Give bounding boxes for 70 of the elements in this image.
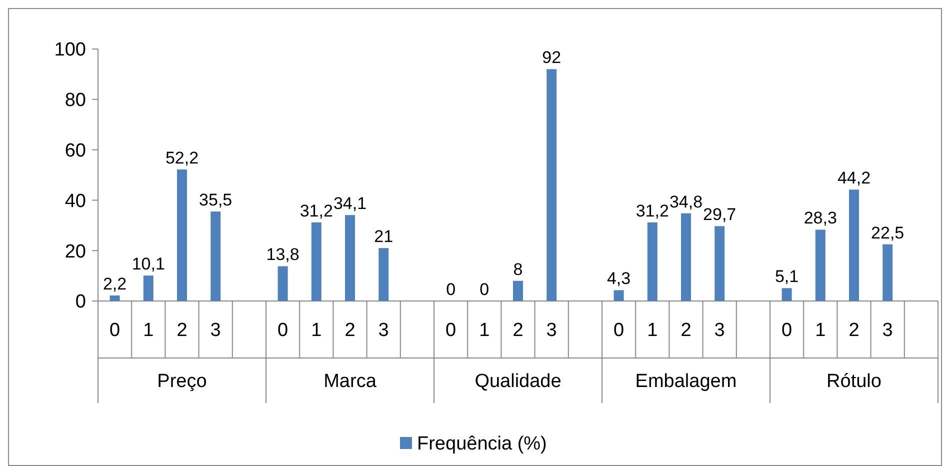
bar	[143, 276, 154, 301]
text: Embalagem	[635, 371, 737, 392]
text: Rótulo	[826, 371, 882, 392]
bar	[614, 290, 624, 301]
x-tick-label: 0	[614, 320, 624, 342]
bar	[378, 248, 389, 301]
x-tick-label: 3	[546, 320, 557, 342]
data-label: 31,2	[636, 201, 669, 220]
bar	[311, 222, 322, 301]
data-label: 44,2	[837, 168, 871, 188]
bar	[110, 295, 120, 301]
x-tick-label: 2	[848, 320, 860, 342]
data-label: 10,1	[132, 254, 165, 274]
x-tick-label: 0	[110, 320, 120, 342]
data-label: 4,3	[606, 269, 631, 288]
bar	[782, 288, 792, 301]
x-tick-label: 2	[512, 320, 524, 342]
bar	[681, 213, 691, 301]
data-label: 34,8	[669, 192, 703, 212]
data-label: 2,2	[102, 274, 127, 294]
data-label: 13,8	[266, 245, 300, 264]
x-tick-label: 1	[647, 320, 658, 342]
x-tick-label: 1	[815, 320, 826, 342]
x-tick-label: 0	[446, 320, 456, 342]
data-label: 31,2	[300, 201, 333, 220]
bar	[815, 230, 826, 301]
x-tick-label: 3	[378, 320, 389, 342]
data-label: 52,2	[165, 148, 199, 168]
x-tick-label: 0	[278, 320, 288, 342]
bar	[278, 266, 288, 301]
data-label: 22,5	[871, 223, 904, 242]
data-label: 29,7	[703, 205, 736, 224]
bar	[647, 222, 658, 301]
text: Preço	[157, 371, 207, 392]
bar	[849, 190, 859, 301]
x-tick-label: 2	[344, 320, 356, 342]
data-label: 0	[446, 280, 456, 299]
x-tick-label: 2	[176, 320, 188, 342]
bar	[513, 280, 523, 301]
text: Marca	[324, 371, 377, 392]
y-tick-label: 40	[64, 190, 86, 212]
data-label: 8	[513, 260, 523, 279]
legend-label: Frequência (%)	[417, 434, 547, 455]
x-tick-label: 0	[782, 320, 792, 342]
data-label: 21	[374, 227, 394, 246]
y-tick-label: 20	[64, 241, 86, 262]
y-tick-label: 80	[64, 90, 86, 112]
x-tick-label: 1	[143, 320, 154, 342]
x-tick-label: 3	[210, 320, 221, 342]
bar	[714, 226, 725, 301]
data-label: 0	[480, 280, 490, 299]
data-label: 92	[542, 48, 562, 68]
x-tick-label: 1	[311, 320, 322, 342]
text: Qualidade	[474, 371, 562, 392]
y-tick-label: 60	[64, 140, 86, 162]
bar	[882, 244, 893, 301]
x-tick-label: 2	[680, 320, 692, 342]
data-label: 28,3	[804, 208, 837, 228]
y-tick-label: 0	[75, 292, 86, 313]
x-tick-label: 1	[479, 320, 490, 342]
x-tick-label: 3	[882, 320, 893, 342]
bar	[177, 169, 187, 301]
bar	[345, 215, 355, 301]
x-tick-label: 3	[714, 320, 725, 342]
data-label: 5,1	[774, 267, 799, 286]
data-label: 34,1	[333, 194, 367, 214]
bar	[546, 69, 557, 301]
y-tick-label: 100	[54, 40, 86, 61]
data-label: 35,5	[199, 190, 232, 210]
bar	[210, 212, 221, 301]
